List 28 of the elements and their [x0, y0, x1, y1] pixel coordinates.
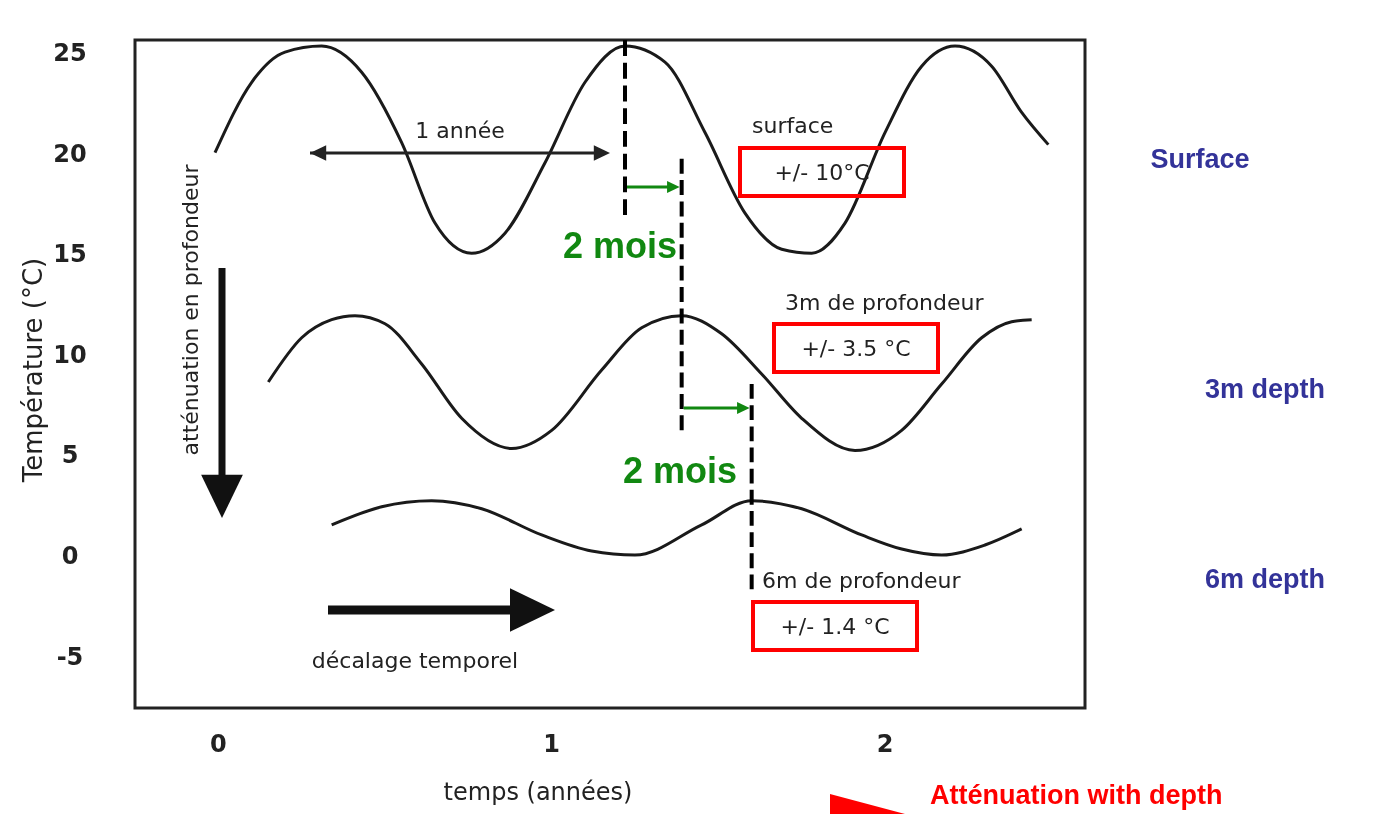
y-tick-label: 20	[53, 139, 87, 168]
y-axis-title: Température (°C)	[18, 257, 48, 484]
x-tick-label: 2	[876, 730, 894, 758]
annotation: +/- 1.4 °C	[780, 614, 890, 639]
y-tick-label: 5	[61, 441, 79, 470]
annotation: décalage temporel	[311, 648, 519, 673]
text: Surface	[1150, 144, 1250, 174]
annotation: atténuation en profondeur	[178, 163, 203, 456]
text: Atténuation with depth	[930, 780, 1223, 810]
y-tick-label: 15	[53, 240, 87, 269]
x-tick-label: 1	[543, 730, 561, 758]
series-label: 6m de profondeur	[762, 568, 962, 593]
annotation: 2 mois	[562, 225, 678, 266]
x-tick-label: 0	[209, 730, 227, 758]
text: 6m depth	[1204, 564, 1326, 594]
series-label: surface	[752, 113, 834, 138]
annotation: 1 année	[415, 118, 505, 143]
text: 3m depth	[1204, 374, 1326, 404]
series-label: 3m de profondeur	[785, 290, 985, 315]
x-axis-title: temps (années)	[443, 778, 633, 806]
y-tick-label: -5	[56, 642, 84, 671]
y-tick-label: 25	[53, 39, 87, 68]
y-tick-label: 10	[53, 340, 87, 369]
annotation: 2 mois	[622, 450, 738, 491]
line-series	[330, 499, 1024, 557]
line-series	[266, 314, 1034, 452]
y-tick-label: 0	[61, 542, 79, 571]
annotation: +/- 3.5 °C	[801, 336, 911, 361]
